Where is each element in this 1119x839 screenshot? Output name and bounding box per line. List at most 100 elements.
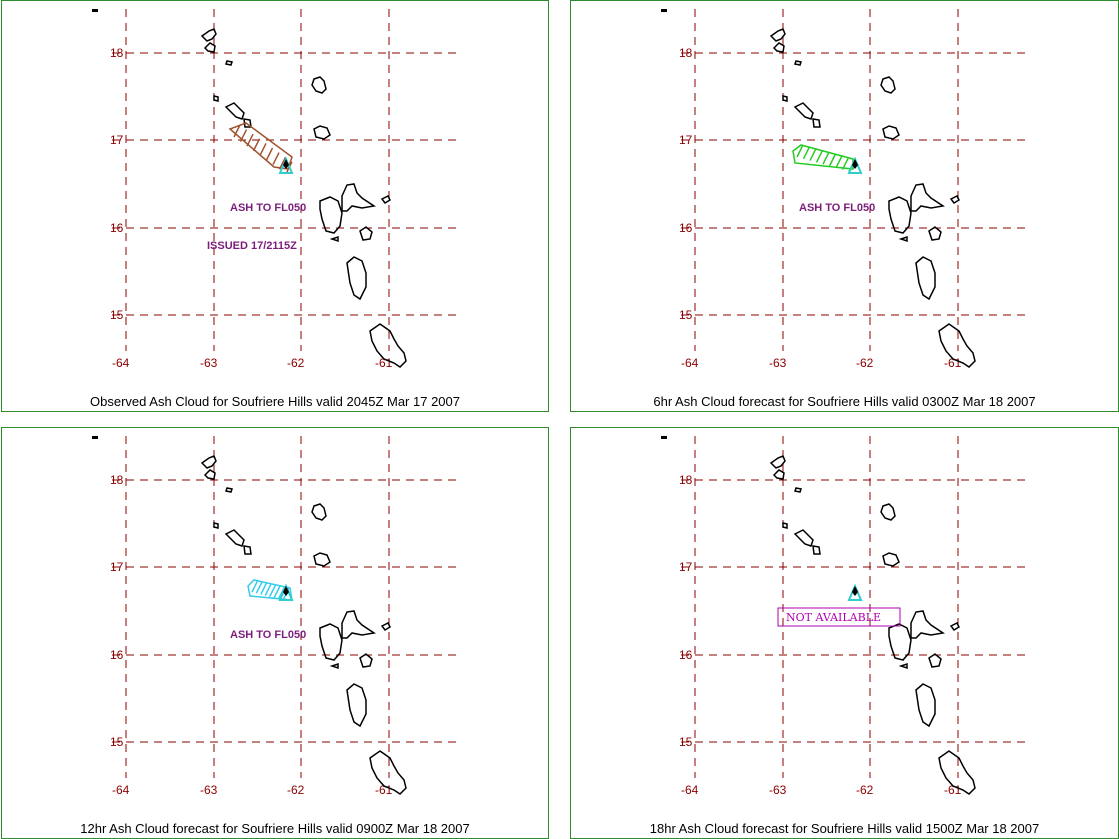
longitude-tick-label: -62 <box>287 356 305 370</box>
island-outline <box>793 102 814 120</box>
ash-cloud-hatch <box>265 147 274 161</box>
island-outline <box>769 28 786 42</box>
island-outline <box>910 610 945 639</box>
montserrat-island <box>283 159 289 169</box>
longitude-tick-label: -61 <box>375 783 393 797</box>
island-marker <box>92 436 98 439</box>
panel-caption: 12hr Ash Cloud forecast for Soufriere Hi… <box>80 821 470 836</box>
island-outline <box>225 60 233 66</box>
island-outline <box>369 750 407 795</box>
latitude-tick-label: 17 <box>110 560 124 574</box>
island-outline <box>782 95 788 102</box>
ash-cloud-hatch <box>815 150 824 163</box>
island-outline <box>329 662 339 670</box>
map-panel-6hr: 18 17 16 15 -64 -63 -62 -61 ASH TO FL050 6hr Ash… <box>570 0 1119 412</box>
island-outline <box>812 118 821 128</box>
island-outline <box>243 545 252 555</box>
island-outline <box>915 256 936 301</box>
island-outline <box>882 125 900 140</box>
longitude-tick-label: -64 <box>112 783 130 797</box>
volcano-triangle-icon <box>278 583 294 601</box>
coastline-layer <box>769 28 976 368</box>
latitude-tick-label: 16 <box>679 221 693 235</box>
ash-cloud-hatch <box>278 156 287 170</box>
island-outline <box>346 683 367 728</box>
island-outline <box>898 662 908 670</box>
island-outline <box>910 183 945 212</box>
island-outline <box>880 503 896 521</box>
ash-cloud-hatch <box>841 157 850 170</box>
latitude-tick-label: 16 <box>110 648 124 662</box>
map-canvas: 18 17 16 15 -64 -63 -62 -61 ASH TO FL050 <box>92 436 462 797</box>
ash-cloud-hatch <box>828 153 837 167</box>
island-outline <box>359 653 373 668</box>
island-outline <box>898 235 908 243</box>
ash-cloud-hatch <box>796 144 804 158</box>
island-outline <box>782 522 788 529</box>
island-outline <box>313 125 331 140</box>
ash-cloud-hatch <box>268 584 277 598</box>
island-outline <box>341 610 376 639</box>
ash-height-label: ASH TO FL050 <box>230 629 306 641</box>
island-outline <box>319 196 343 234</box>
island-outline <box>380 194 391 204</box>
ash-cloud-hatch <box>255 580 264 594</box>
island-outline <box>949 621 960 631</box>
latitude-tick-label: 17 <box>110 133 124 147</box>
island-outline <box>329 235 339 243</box>
island-outline <box>949 194 960 204</box>
island-outline <box>311 76 327 94</box>
panel-caption: 18hr Ash Cloud forecast for Soufriere Hi… <box>649 821 1040 836</box>
coastline-layer <box>200 28 407 368</box>
island-outline <box>359 226 373 241</box>
coastline-layer <box>200 455 407 795</box>
ash-cloud-area <box>228 122 293 170</box>
island-outline <box>880 76 896 94</box>
not-available-label: NOT AVAILABLE <box>786 611 881 624</box>
map-canvas: 18 17 16 15 -64 -63 -62 -61 ASH TO FL050 ISSUED 1… <box>92 9 462 370</box>
longitude-tick-label: -63 <box>200 783 218 797</box>
ash-height-label: ASH TO FL050 <box>799 202 875 214</box>
latitude-tick-label: 17 <box>679 560 693 574</box>
ash-height-label: ASH TO FL050 <box>230 202 306 214</box>
longitude-tick-label: -61 <box>375 356 393 370</box>
ash-cloud-hatch <box>239 129 248 142</box>
island-outline <box>369 323 407 368</box>
longitude-tick-label: -64 <box>681 783 699 797</box>
island-outline <box>311 503 327 521</box>
island-marker <box>661 436 667 439</box>
volcano-triangle-icon <box>847 583 863 601</box>
island-outline <box>341 183 376 212</box>
island-outline <box>772 469 785 480</box>
map-panel-18hr: 18 17 16 15 -64 -63 -62 -61 NOT AVAILABLE 18hr A… <box>570 427 1119 839</box>
island-outline <box>772 42 785 53</box>
ash-cloud-area <box>247 579 293 601</box>
latitude-tick-label: 18 <box>679 46 693 60</box>
island-outline <box>200 28 217 42</box>
island-outline <box>938 750 976 795</box>
longitude-tick-label: -64 <box>112 356 130 370</box>
island-outline <box>793 529 814 547</box>
latitude-tick-label: 16 <box>110 221 124 235</box>
panel-caption: Observed Ash Cloud for Soufriere Hills v… <box>90 394 460 409</box>
montserrat-island <box>852 586 858 596</box>
island-outline <box>225 487 233 493</box>
ash-cloud-hatch <box>835 155 843 169</box>
ash-cloud-hatch <box>277 586 286 600</box>
longitude-tick-label: -61 <box>944 356 962 370</box>
map-panel-observed: 18 17 16 15 -64 -63 -62 -61 ASH TO FL050 ISSUED 1… <box>1 0 549 412</box>
montserrat-island <box>283 586 289 596</box>
grid-layer <box>112 9 462 351</box>
island-outline <box>224 529 245 547</box>
island-outline <box>769 455 786 469</box>
island-outline <box>224 102 245 120</box>
ash-cloud-hatch <box>260 582 268 595</box>
not-available-box <box>777 607 901 627</box>
volcano-triangle-icon <box>278 156 294 174</box>
ash-cloud-hatch <box>809 148 817 161</box>
longitude-tick-label: -62 <box>856 356 874 370</box>
longitude-tick-label: -62 <box>856 783 874 797</box>
ash-cloud-hatch <box>822 151 830 165</box>
issued-time-label: ISSUED 17/2115Z <box>207 240 297 252</box>
island-outline <box>915 683 936 728</box>
